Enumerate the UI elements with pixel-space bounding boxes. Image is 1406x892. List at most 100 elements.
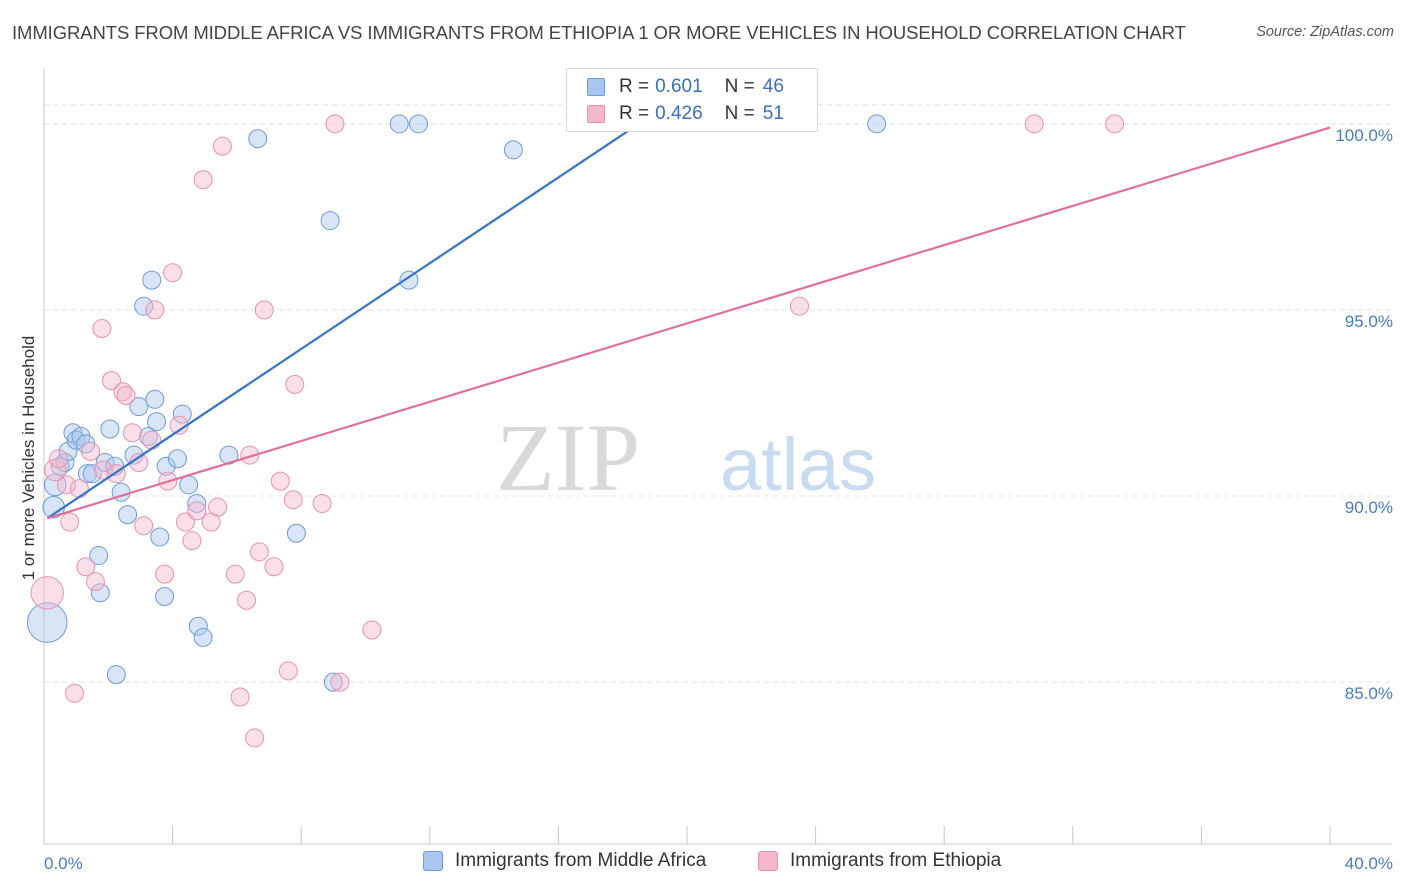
y-tick-label: 95.0% (1345, 312, 1393, 331)
data-point-ethiopia (1024, 114, 1044, 134)
data-point-ethiopia (60, 512, 80, 532)
data-point-ethiopia (69, 479, 89, 499)
data-point-middle-africa (172, 404, 192, 424)
data-point-middle-africa (399, 270, 419, 290)
data-point-ethiopia (230, 687, 250, 707)
data-point-ethiopia (270, 471, 290, 491)
data-point-middle-africa (867, 114, 887, 134)
data-point-middle-africa (90, 583, 110, 603)
watermark-atlas: atlas (720, 423, 876, 506)
data-point-middle-africa (55, 453, 75, 473)
data-point-middle-africa (193, 627, 213, 647)
data-point-ethiopia (76, 557, 96, 577)
data-point-ethiopia (81, 441, 101, 461)
data-point-ethiopia (182, 531, 202, 551)
data-point-ethiopia (212, 136, 232, 156)
data-point-ethiopia (65, 683, 85, 703)
data-point-ethiopia (163, 263, 183, 283)
data-point-middle-africa (179, 475, 199, 495)
data-point-ethiopia (134, 516, 154, 536)
x-tick-label-end: 40.0% (1345, 854, 1393, 873)
series-legend: Immigrants from Middle Africa Immigrants… (0, 850, 1406, 878)
data-point-middle-africa (138, 426, 158, 446)
data-point-ethiopia (187, 501, 207, 521)
y-axis-label: 1 or more Vehicles in Household (19, 336, 38, 581)
data-point-middle-africa (106, 665, 126, 685)
data-point-middle-africa (145, 389, 165, 409)
data-point-ethiopia (278, 661, 298, 681)
correlation-legend: R = 0.601 N = 46 R = 0.426 N = 51 (566, 68, 818, 132)
data-point-ethiopia (145, 300, 165, 320)
axes (43, 68, 1392, 845)
x-tick-label-start: 0.0% (44, 854, 83, 873)
source-label: Source: ZipAtlas.com (1256, 24, 1394, 40)
data-point-ethiopia (155, 564, 175, 584)
data-point-ethiopia (254, 300, 274, 320)
legend-r-label: R = (619, 103, 650, 124)
data-point-middle-africa (156, 456, 176, 476)
data-point-middle-africa (82, 464, 102, 484)
legend-n-label: N = (724, 103, 755, 124)
data-point-middle-africa (77, 464, 97, 484)
data-point-ethiopia (48, 449, 68, 469)
legend-swatch-blue (587, 78, 605, 96)
legend-r-label: R = (619, 76, 650, 97)
legend-row-middle-africa: R = 0.601 N = 46 (587, 75, 784, 99)
watermark: ZIP atlas (496, 404, 876, 511)
data-point-ethiopia (362, 620, 382, 640)
y-tick-label: 85.0% (1345, 684, 1393, 703)
data-point-middle-africa (320, 211, 340, 231)
series-legend-middle-africa: Immigrants from Middle Africa (423, 850, 706, 872)
series-name-ethiopia: Immigrants from Ethiopia (790, 850, 1002, 871)
legend-r-value: 0.426 (655, 103, 703, 124)
data-point-ethiopia (330, 672, 350, 692)
series-swatch-blue (423, 851, 443, 871)
data-point-ethiopia (208, 497, 228, 517)
trend-lines (46, 122, 1331, 520)
data-point-ethiopia (225, 564, 245, 584)
x-tick-labels: 0.0% 40.0% (44, 854, 1393, 873)
data-point-middle-africa (150, 527, 170, 547)
data-point-middle-africa (134, 296, 154, 316)
legend-swatch-pink (587, 105, 605, 123)
legend-n-value: 46 (762, 76, 784, 97)
trend-line-middle-africa (46, 122, 640, 520)
data-point-ethiopia (283, 490, 303, 510)
data-point-middle-africa (100, 419, 120, 439)
data-point-middle-africa (323, 672, 343, 692)
data-point-middle-africa (167, 449, 187, 469)
series-name-middle-africa: Immigrants from Middle Africa (455, 850, 707, 871)
trend-line-ethiopia (46, 126, 1331, 520)
data-point-ethiopia (237, 590, 257, 610)
data-point-ethiopia (264, 557, 284, 577)
data-point-middle-africa (503, 140, 523, 160)
data-point-ethiopia (92, 319, 112, 339)
data-point-ethiopia (43, 458, 67, 482)
data-point-middle-africa (58, 441, 78, 461)
data-point-ethiopia (1105, 114, 1125, 134)
data-point-ethiopia (325, 114, 345, 134)
data-point-ethiopia (93, 460, 113, 480)
data-point-ethiopia (312, 493, 332, 513)
data-point-middle-africa (188, 616, 208, 636)
data-point-middle-africa (147, 412, 167, 432)
data-point-middle-africa (118, 505, 138, 525)
data-point-middle-africa (248, 129, 268, 149)
data-point-middle-africa (89, 546, 109, 566)
y-tick-label: 90.0% (1345, 498, 1393, 517)
data-point-middle-africa (286, 523, 306, 543)
watermark-zip: ZIP (496, 404, 640, 511)
data-point-middle-africa (187, 493, 207, 513)
data-point-ethiopia (57, 475, 77, 495)
data-point-ethiopia (85, 572, 105, 592)
data-point-ethiopia (116, 386, 136, 406)
data-point-ethiopia (240, 445, 260, 465)
legend-r-value: 0.601 (655, 76, 703, 97)
data-point-middle-africa (142, 270, 162, 290)
legend-row-ethiopia: R = 0.426 N = 51 (587, 102, 784, 126)
data-point-ethiopia (193, 170, 213, 190)
series-legend-ethiopia: Immigrants from Ethiopia (758, 850, 1001, 872)
data-point-middle-africa (26, 602, 68, 643)
data-point-ethiopia (285, 374, 305, 394)
